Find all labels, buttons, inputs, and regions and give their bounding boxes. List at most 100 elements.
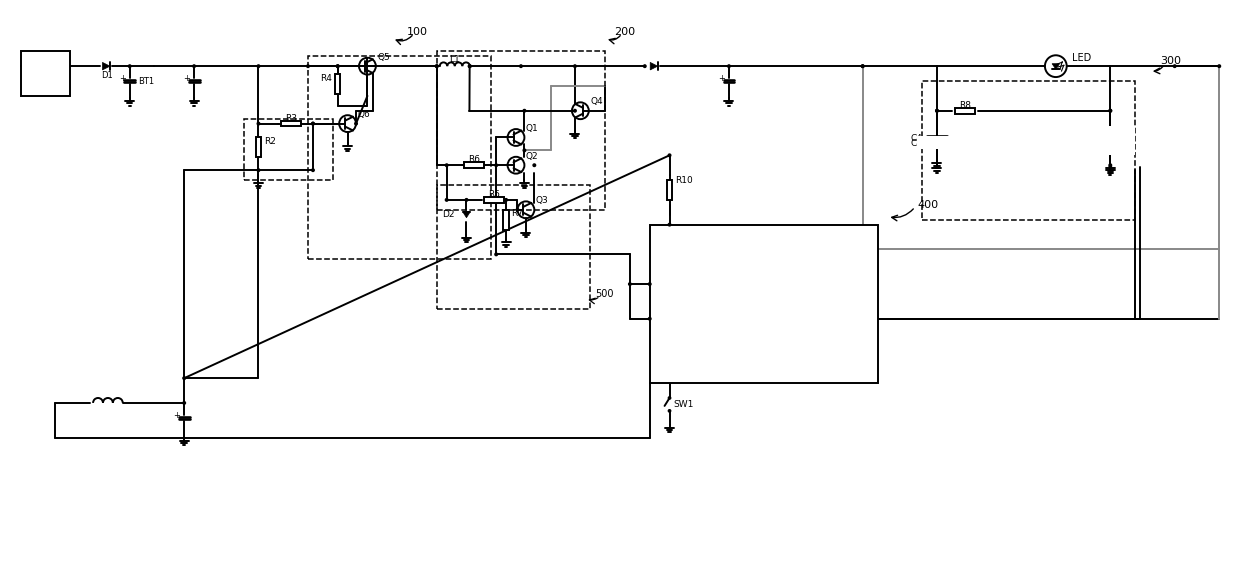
Circle shape	[668, 409, 671, 412]
Circle shape	[523, 149, 526, 152]
Circle shape	[1109, 166, 1111, 169]
Circle shape	[505, 199, 507, 201]
Circle shape	[435, 65, 438, 68]
Text: R9: R9	[1117, 126, 1130, 135]
Bar	[1105, 126, 1135, 155]
Bar	[21, 51, 71, 96]
Circle shape	[182, 377, 186, 380]
Circle shape	[495, 253, 497, 256]
Text: 电源: 电源	[40, 68, 52, 79]
Text: OUT2: OUT2	[684, 279, 712, 289]
Circle shape	[257, 65, 259, 68]
Text: Q3: Q3	[536, 196, 548, 206]
Text: 500: 500	[595, 289, 614, 299]
Text: +: +	[119, 74, 125, 83]
Text: +: +	[718, 74, 725, 83]
Text: L1: L1	[449, 55, 460, 64]
Circle shape	[649, 283, 651, 286]
Text: R2: R2	[264, 137, 275, 146]
Bar	[335, 74, 341, 94]
Circle shape	[533, 164, 536, 166]
Circle shape	[469, 65, 471, 68]
Circle shape	[936, 109, 939, 112]
Circle shape	[728, 65, 730, 68]
Bar	[1107, 131, 1114, 150]
Bar	[955, 108, 975, 113]
Text: VDD: VDD	[684, 245, 707, 255]
Text: C4: C4	[910, 134, 923, 143]
Text: R7: R7	[512, 209, 523, 218]
Text: R10: R10	[676, 176, 693, 185]
Text: 300: 300	[1159, 56, 1180, 66]
Polygon shape	[463, 212, 470, 218]
Circle shape	[306, 65, 309, 68]
Circle shape	[311, 169, 314, 172]
Circle shape	[1173, 65, 1176, 68]
Text: Q1: Q1	[526, 124, 538, 133]
Text: R9: R9	[1118, 126, 1130, 135]
Circle shape	[520, 65, 522, 68]
Circle shape	[311, 122, 314, 125]
Text: Q6: Q6	[357, 110, 371, 119]
Text: Q5: Q5	[377, 53, 391, 62]
Text: IN: IN	[684, 314, 694, 324]
Circle shape	[936, 109, 939, 112]
Bar	[485, 197, 505, 203]
Text: R4: R4	[320, 74, 332, 82]
Text: R8: R8	[959, 101, 971, 110]
Circle shape	[668, 397, 671, 399]
Circle shape	[465, 199, 467, 201]
Circle shape	[445, 164, 448, 166]
Circle shape	[649, 318, 651, 320]
Circle shape	[355, 122, 357, 125]
Text: Q4: Q4	[590, 98, 603, 106]
Circle shape	[862, 65, 864, 68]
Bar	[918, 135, 962, 150]
Text: FB: FB	[831, 314, 843, 324]
Polygon shape	[103, 62, 110, 70]
Polygon shape	[650, 62, 657, 70]
Circle shape	[644, 65, 646, 68]
Bar	[667, 180, 672, 200]
Bar	[436, 185, 590, 309]
Text: OUT1: OUT1	[816, 245, 843, 255]
Polygon shape	[1052, 64, 1059, 69]
Text: SW1: SW1	[673, 401, 694, 409]
Text: LED: LED	[1071, 53, 1091, 63]
Circle shape	[574, 65, 577, 68]
Text: +: +	[184, 74, 190, 83]
Circle shape	[182, 402, 186, 404]
Text: R6: R6	[469, 155, 480, 164]
Circle shape	[336, 65, 339, 68]
Bar	[503, 210, 508, 230]
Bar	[1107, 131, 1114, 150]
Text: R9: R9	[1116, 130, 1127, 139]
Circle shape	[1218, 65, 1220, 68]
Circle shape	[495, 164, 497, 166]
Text: C4: C4	[945, 139, 956, 148]
Text: R5: R5	[489, 190, 500, 199]
Circle shape	[668, 223, 671, 226]
Circle shape	[311, 122, 314, 125]
Circle shape	[629, 283, 631, 286]
Text: D1: D1	[100, 71, 113, 79]
Bar	[308, 56, 491, 259]
Text: R3: R3	[285, 114, 298, 123]
Circle shape	[523, 109, 526, 112]
Circle shape	[129, 65, 131, 68]
Bar	[650, 225, 878, 383]
Bar	[436, 51, 605, 210]
Text: BT1: BT1	[139, 77, 155, 85]
Bar	[281, 121, 301, 126]
Circle shape	[257, 169, 259, 172]
Bar	[923, 81, 1135, 220]
Circle shape	[469, 65, 471, 68]
Circle shape	[668, 154, 671, 157]
Circle shape	[1109, 109, 1111, 112]
Circle shape	[1109, 164, 1111, 166]
Text: C4: C4	[910, 139, 923, 148]
Text: D2: D2	[443, 210, 455, 219]
Circle shape	[336, 65, 339, 68]
Bar	[255, 137, 262, 157]
Text: 200: 200	[614, 26, 636, 37]
